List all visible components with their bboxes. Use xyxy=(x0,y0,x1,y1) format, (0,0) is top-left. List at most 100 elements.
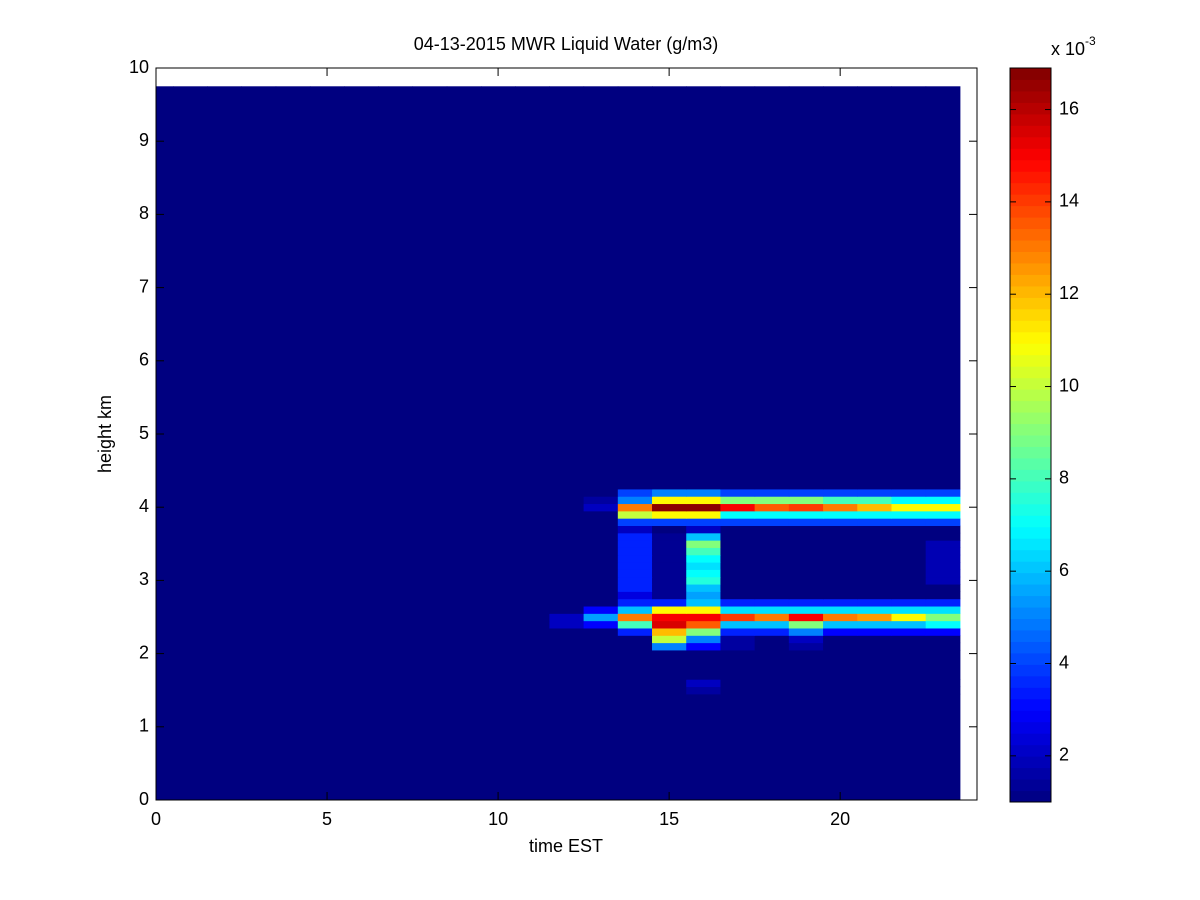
heatmap-cell xyxy=(754,569,790,578)
heatmap-cell xyxy=(891,525,927,534)
colorbar-band xyxy=(1010,584,1051,597)
heatmap-cell xyxy=(344,686,379,695)
heatmap-cell xyxy=(241,598,277,607)
heatmap-cell xyxy=(412,547,448,556)
heatmap-cell xyxy=(686,554,721,563)
heatmap-cell xyxy=(549,598,585,607)
heatmap-cell xyxy=(344,627,379,636)
heatmap-cell xyxy=(480,606,516,614)
heatmap-cell xyxy=(173,693,208,800)
heatmap-cell xyxy=(412,591,448,600)
heatmap-cell xyxy=(857,503,892,512)
heatmap-cell xyxy=(823,598,858,607)
heatmap-cell xyxy=(275,510,311,519)
heatmap-cell xyxy=(891,620,927,629)
heatmap-cell xyxy=(446,620,482,629)
heatmap-cell xyxy=(754,679,790,688)
heatmap-cell xyxy=(754,562,790,570)
heatmap-cell xyxy=(207,525,243,534)
heatmap-cell xyxy=(515,679,550,688)
heatmap-cell xyxy=(515,86,550,490)
heatmap-cell xyxy=(925,693,961,800)
heatmap-cell xyxy=(857,540,892,548)
heatmap-cell xyxy=(686,627,721,636)
heatmap-cell xyxy=(173,620,208,629)
colorbar-band xyxy=(1010,618,1051,631)
heatmap-cell xyxy=(549,591,585,600)
heatmap-cell xyxy=(686,518,721,526)
colorbar-band xyxy=(1010,664,1051,677)
heatmap-cell xyxy=(583,547,619,556)
heatmap-cell xyxy=(823,496,858,505)
colorbar-band xyxy=(1010,492,1051,505)
heatmap-cell xyxy=(754,649,790,680)
heatmap-cell xyxy=(412,584,448,592)
heatmap-cell xyxy=(275,693,311,800)
heatmap-cell xyxy=(378,496,414,505)
heatmap-cell xyxy=(549,649,585,680)
colorbar-band xyxy=(1010,515,1051,528)
heatmap-cell xyxy=(515,584,550,592)
heatmap-cell xyxy=(275,649,311,680)
heatmap-cell xyxy=(857,86,892,490)
heatmap-cell xyxy=(754,693,790,800)
heatmap-cell xyxy=(480,503,516,512)
heatmap-cell xyxy=(720,693,756,800)
heatmap-cell xyxy=(515,598,550,607)
heatmap-cell xyxy=(891,606,927,614)
heatmap-cell xyxy=(925,503,961,512)
heatmap-cell xyxy=(378,613,414,622)
heatmap-cell xyxy=(207,584,243,592)
heatmap-cell xyxy=(857,598,892,607)
heatmap-cell xyxy=(412,562,448,570)
heatmap-cell xyxy=(378,569,414,578)
heatmap-cell xyxy=(857,576,892,585)
heatmap-cell xyxy=(652,620,687,629)
heatmap-cell xyxy=(583,86,619,490)
colorbar-band xyxy=(1010,343,1051,356)
colorbar-band xyxy=(1010,125,1051,138)
heatmap-cell xyxy=(583,635,619,644)
heatmap-cell xyxy=(891,635,927,644)
colorbar-tick-label: 2 xyxy=(1059,745,1069,765)
colorbar-tick-label: 4 xyxy=(1059,652,1069,672)
heatmap-cell xyxy=(891,569,927,578)
heatmap-cell xyxy=(686,576,721,585)
heatmap-cell xyxy=(583,569,619,578)
colorbar-band xyxy=(1010,285,1051,298)
heatmap-cell xyxy=(207,693,243,800)
heatmap-cell xyxy=(720,554,756,563)
heatmap-cell xyxy=(515,613,550,622)
colorbar-exponent: -3 xyxy=(1085,34,1096,48)
heatmap-cell xyxy=(480,649,516,680)
heatmap-cell xyxy=(652,598,687,607)
heatmap-cell xyxy=(549,540,585,548)
heatmap-cell xyxy=(173,488,208,497)
colorbar-band xyxy=(1010,194,1051,207)
colorbar-tick-label: 12 xyxy=(1059,283,1079,303)
heatmap-cell xyxy=(344,635,379,644)
heatmap-cell xyxy=(480,679,516,688)
heatmap-cell xyxy=(686,642,721,651)
heatmap-cell xyxy=(686,488,721,497)
heatmap-cell xyxy=(446,562,482,570)
heatmap-cell xyxy=(156,598,174,607)
heatmap-cell xyxy=(173,532,208,541)
heatmap-cell xyxy=(583,554,619,563)
heatmap-cell xyxy=(652,576,687,585)
heatmap-cell xyxy=(156,510,174,519)
heatmap-cell xyxy=(412,569,448,578)
heatmap-cell xyxy=(891,642,927,651)
heatmap-cell xyxy=(275,591,311,600)
heatmap-cell xyxy=(652,562,687,570)
heatmap-cell xyxy=(378,547,414,556)
heatmap-cell xyxy=(549,635,585,644)
heatmap-cell xyxy=(378,554,414,563)
heatmap-cell xyxy=(412,679,448,688)
heatmap-cell xyxy=(446,606,482,614)
heatmap-cell xyxy=(925,679,961,688)
heatmap-cell xyxy=(515,518,550,526)
heatmap-cell xyxy=(156,525,174,534)
heatmap-cell xyxy=(412,525,448,534)
heatmap-cell xyxy=(173,613,208,622)
